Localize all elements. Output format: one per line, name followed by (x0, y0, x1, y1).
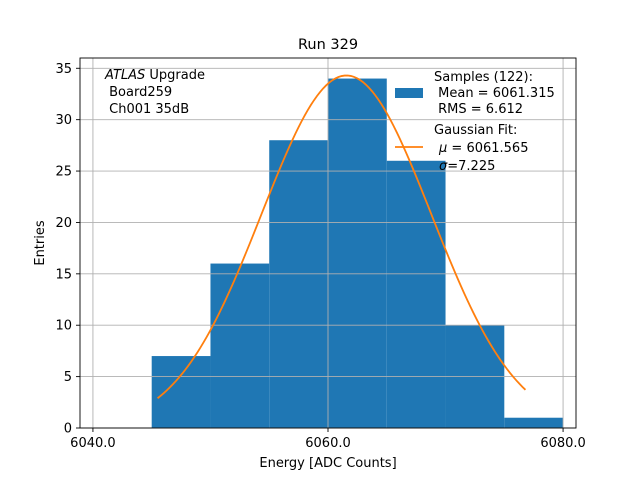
y-tick-label: 25 (55, 165, 72, 180)
y-tick-label: 10 (55, 319, 72, 334)
histogram-bar (210, 263, 270, 428)
y-axis-label: Entries (33, 220, 48, 266)
legend-hist-swatch (395, 88, 423, 98)
legend-hist-line-3: RMS = 6.612 (434, 102, 523, 117)
x-tick-label: 6040.0 (70, 436, 116, 451)
mu-symbol: μ (438, 141, 447, 156)
annotation-line-3: Ch001 35dB (105, 102, 189, 117)
gaussian-fit-curve (157, 74, 527, 399)
annotation-line-2: Board259 (105, 85, 172, 100)
atlas-word: ATLAS (104, 68, 145, 83)
histogram-bars (151, 78, 564, 429)
legend-fit-line-1: Gaussian Fit: (434, 123, 517, 138)
mu-value: = 6061.565 (447, 141, 528, 156)
y-tick-label: 35 (55, 62, 72, 77)
histogram-bar (328, 78, 387, 429)
x-tick-label: 6060.0 (305, 436, 351, 451)
histogram-bar (151, 356, 211, 428)
y-tick-label: 0 (64, 422, 72, 437)
histogram-bar (386, 160, 446, 428)
y-tick-label: 20 (55, 216, 72, 231)
annotation-box: ATLAS Upgrade Board259 Ch001 35dB (104, 68, 205, 117)
legend-fit-line-3: σ=7.225 (439, 159, 495, 174)
histogram-bar (504, 417, 564, 428)
sigma-symbol: σ (439, 159, 448, 174)
y-tick-label: 15 (55, 267, 72, 282)
chart-title: Run 329 (298, 37, 358, 53)
x-axis-ticks: 6040.0 6060.0 6080.0 (70, 428, 586, 451)
legend: Samples (122): Mean = 6061.315 RMS = 6.6… (395, 70, 555, 174)
sigma-value: =7.225 (447, 159, 495, 174)
y-tick-label: 30 (55, 113, 72, 128)
y-tick-label: 5 (64, 370, 72, 385)
annotation-upgrade: Upgrade (145, 68, 205, 83)
legend-hist-line-1: Samples (122): (434, 70, 533, 85)
histogram-bar (269, 140, 328, 428)
x-axis-label: Energy [ADC Counts] (259, 456, 396, 471)
legend-fit-line-2: μ = 6061.565 (438, 141, 528, 156)
annotation-line-1: ATLAS Upgrade (104, 68, 205, 83)
x-tick-label: 6080.0 (540, 436, 586, 451)
legend-hist-line-2: Mean = 6061.315 (434, 86, 555, 101)
gaussian-fit-line (157, 74, 527, 399)
y-axis-ticks: 0 5 10 15 20 25 30 35 (55, 62, 80, 437)
